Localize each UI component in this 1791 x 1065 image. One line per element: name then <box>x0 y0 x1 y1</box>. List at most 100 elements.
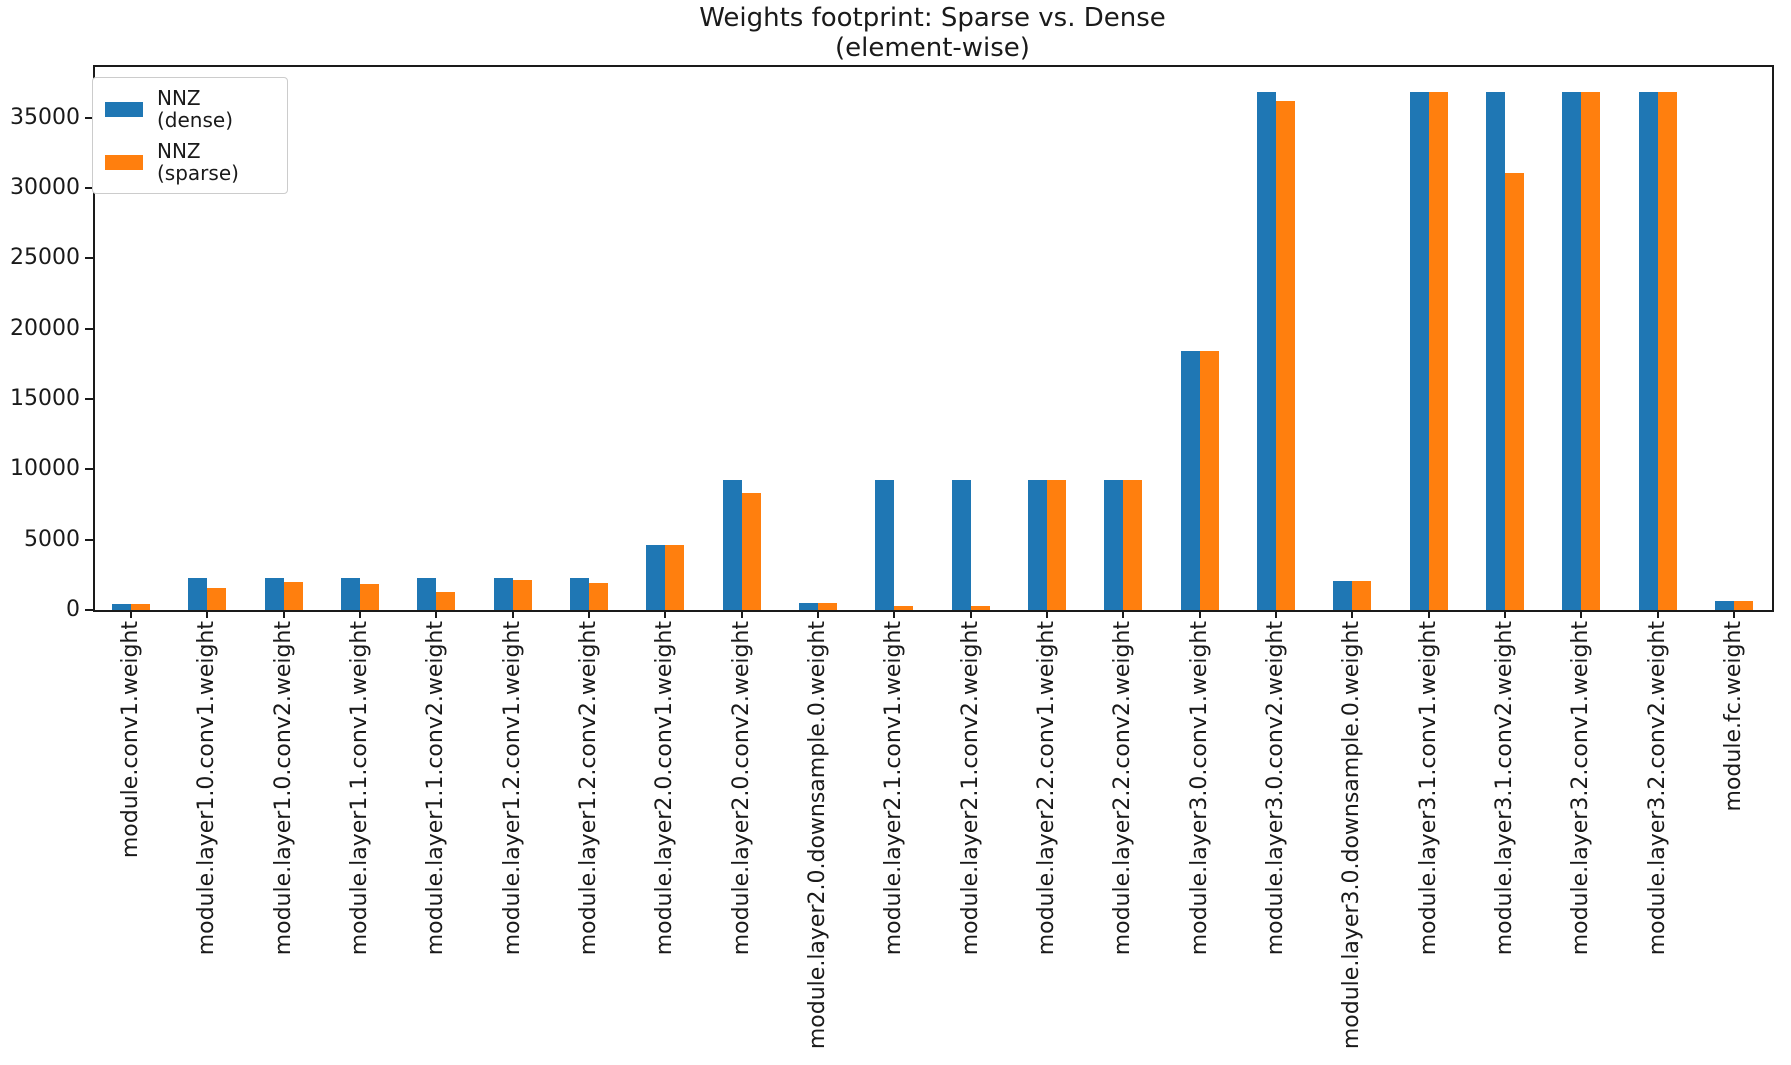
x-tick-mark <box>1503 610 1506 618</box>
chart-title-line1: Weights footprint: Sparse vs. Dense <box>699 3 1166 33</box>
y-tick-label: 30000 <box>10 175 80 201</box>
y-tick-mark <box>85 187 93 190</box>
x-tick-label: module.layer2.1.conv2.weight <box>957 621 983 956</box>
x-tick-label: module.layer3.0.conv2.weight <box>1262 621 1288 956</box>
x-tick-mark <box>588 610 591 618</box>
x-tick-label: module.layer3.1.conv1.weight <box>1415 621 1441 956</box>
x-tick-label: module.layer2.2.conv1.weight <box>1033 621 1059 956</box>
legend-label-sparse: NNZ (sparse) <box>157 139 239 185</box>
bar-sparse <box>436 592 456 610</box>
chart-title-line2: (element-wise) <box>835 32 1030 63</box>
x-tick-mark <box>1351 610 1354 618</box>
bar-sparse <box>207 588 227 610</box>
y-tick-label: 10000 <box>10 456 80 482</box>
x-tick-mark <box>1045 610 1048 618</box>
x-tick-mark <box>1274 610 1277 618</box>
bar-sparse <box>665 545 685 610</box>
y-tick-label: 0 <box>66 597 80 622</box>
y-tick-mark <box>85 609 93 611</box>
legend-label-dense: NNZ (dense) <box>157 86 234 132</box>
legend-swatch-dense <box>105 101 143 117</box>
x-tick-label: module.layer1.0.conv2.weight <box>270 621 296 956</box>
bar-sparse <box>131 604 151 610</box>
x-tick-label: module.layer2.1.conv1.weight <box>881 621 907 956</box>
x-tick-label: module.layer1.1.conv2.weight <box>423 621 449 956</box>
bar-sparse <box>1123 480 1143 610</box>
bar-dense <box>1180 351 1200 610</box>
x-tick-label: module.layer2.0.conv2.weight <box>728 621 754 956</box>
x-tick-label: module.layer3.1.conv2.weight <box>1491 621 1517 956</box>
y-tick-label: 35000 <box>10 104 80 130</box>
x-tick-mark <box>817 610 820 618</box>
x-tick-label: module.layer1.2.conv1.weight <box>499 621 525 956</box>
bar-sparse <box>1733 601 1753 610</box>
y-tick-mark <box>85 398 93 401</box>
x-tick-label: module.layer3.0.conv1.weight <box>1186 621 1212 956</box>
x-tick-mark <box>1580 610 1583 618</box>
x-tick-label: module.conv1.weight <box>118 621 144 859</box>
bar-dense <box>1027 480 1047 610</box>
x-tick-mark <box>893 610 896 618</box>
y-tick-mark <box>85 538 93 541</box>
x-tick-label: module.layer2.0.conv1.weight <box>652 621 678 956</box>
x-tick-label: module.layer2.2.conv2.weight <box>1110 621 1136 956</box>
bar-sparse <box>1657 92 1677 610</box>
y-tick-mark <box>85 116 93 119</box>
y-tick-label: 20000 <box>10 315 80 341</box>
bar-dense <box>264 578 284 610</box>
x-tick-mark <box>435 610 438 618</box>
bar-sparse <box>360 584 380 610</box>
bar-dense <box>341 578 361 610</box>
x-tick-label: module.layer3.0.downsample.0.weight <box>1339 621 1365 1050</box>
y-tick-label: 5000 <box>24 526 80 552</box>
x-tick-label: module.layer1.2.conv2.weight <box>576 621 602 956</box>
x-tick-mark <box>206 610 209 618</box>
bar-sparse <box>1504 173 1524 610</box>
x-tick-mark <box>1732 610 1735 618</box>
x-tick-label: module.layer1.0.conv1.weight <box>194 621 220 956</box>
y-tick-label: 25000 <box>10 245 80 271</box>
x-tick-mark <box>969 610 972 618</box>
bar-sparse <box>1428 92 1448 610</box>
x-tick-mark <box>1198 610 1201 618</box>
bar-dense <box>799 603 819 610</box>
legend-row-dense: NNZ (dense) <box>105 87 275 131</box>
bar-dense <box>875 480 895 610</box>
x-tick-mark <box>740 610 743 618</box>
bar-dense <box>493 578 513 610</box>
y-tick-mark <box>85 468 93 471</box>
bar-sparse <box>741 493 761 610</box>
x-tick-label: module.layer2.0.downsample.0.weight <box>805 621 831 1050</box>
bar-sparse <box>512 580 532 610</box>
bar-dense <box>1104 480 1124 610</box>
bar-sparse <box>818 603 838 610</box>
bar-dense <box>1714 601 1734 610</box>
bar-sparse <box>1046 480 1066 610</box>
x-tick-label: module.layer1.1.conv1.weight <box>347 621 373 956</box>
legend-swatch-sparse <box>105 154 143 170</box>
bar-sparse <box>283 582 303 610</box>
y-tick-label: 15000 <box>10 386 80 412</box>
x-tick-mark <box>359 610 362 618</box>
bar-sparse <box>970 606 990 610</box>
bar-dense <box>188 578 208 610</box>
legend-row-sparse: NNZ (sparse) <box>105 140 275 184</box>
x-tick-mark <box>282 610 285 618</box>
x-tick-mark <box>511 610 514 618</box>
x-tick-label: module.layer3.2.conv1.weight <box>1568 621 1594 956</box>
x-tick-mark <box>1656 610 1659 618</box>
y-tick-mark <box>85 257 93 260</box>
x-tick-mark <box>1427 610 1430 618</box>
bar-dense <box>1485 92 1505 610</box>
bar-sparse <box>1199 351 1219 610</box>
legend: NNZ (dense) NNZ (sparse) <box>92 77 288 194</box>
bar-dense <box>722 480 742 610</box>
bar-dense <box>112 604 132 610</box>
bar-dense <box>1638 92 1658 610</box>
x-tick-mark <box>130 610 133 618</box>
bar-dense <box>1256 92 1276 610</box>
bar-dense <box>1562 92 1582 610</box>
bar-sparse <box>894 606 914 610</box>
x-tick-mark <box>664 610 667 618</box>
